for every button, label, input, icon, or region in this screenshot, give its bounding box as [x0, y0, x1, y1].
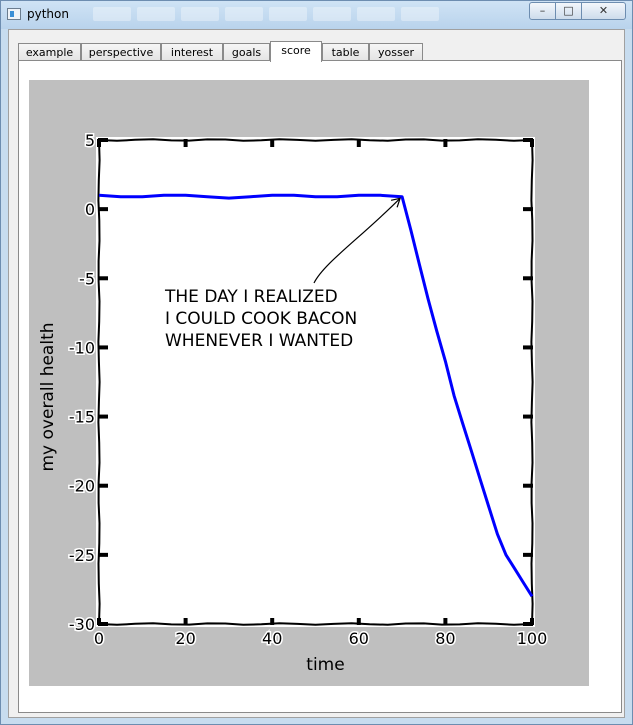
annotation-text-line: WHENEVER I WANTED [165, 331, 353, 351]
annotation-text-line: THE DAY I REALIZED [164, 287, 338, 307]
tab-score[interactable]: score [270, 41, 322, 62]
y-axis-label: my overall health [38, 322, 58, 471]
series-line-health [98, 193, 534, 598]
tab-perspective[interactable]: perspective [81, 43, 161, 61]
annotation-text-line: I COULD COOK BACON [165, 309, 357, 329]
app-icon [7, 8, 21, 20]
x-axis-label: time [306, 655, 344, 675]
y-tick-label: 0 [85, 200, 95, 219]
x-tick-label: 80 [435, 629, 455, 648]
y-tick-label: -20 [69, 477, 95, 496]
x-tick-label: 60 [349, 629, 369, 648]
tab-interest[interactable]: interest [161, 43, 223, 61]
maximize-button[interactable]: □ [555, 2, 582, 20]
axes-spine-left [97, 139, 101, 625]
y-tick-label: -25 [69, 546, 95, 565]
x-tick-label: 40 [262, 629, 282, 648]
axes-spine-top [98, 138, 533, 142]
tab-table[interactable]: table [322, 43, 369, 61]
tab-yosser[interactable]: yosser [369, 43, 423, 61]
y-tick-label: -30 [69, 615, 95, 634]
minimize-button[interactable]: – [529, 2, 556, 20]
window-title: python [27, 7, 69, 21]
title-bar[interactable]: python – □ ✕ [1, 1, 632, 29]
taskbar-ghost-strip [93, 6, 513, 22]
x-tick-label: 0 [94, 629, 104, 648]
y-tick-label: -15 [69, 408, 95, 427]
tab-goals[interactable]: goals [223, 43, 270, 61]
axes-spine-bottom [98, 622, 533, 626]
close-button[interactable]: ✕ [581, 2, 626, 20]
chart-svg: 0 20 40 60 80 100 5 0 -5 -10 -15 -20 -25 -30 time my ov… [38, 130, 549, 676]
x-tick-label: 20 [175, 629, 195, 648]
y-tick-label: -5 [79, 269, 95, 288]
annotation-arrowhead [390, 197, 402, 208]
y-tick-label: -10 [69, 338, 95, 357]
tab-example[interactable]: example [18, 43, 81, 61]
axes-background [96, 137, 535, 627]
figure-canvas: 0 20 40 60 80 100 5 0 -5 -10 -15 -20 -25 -30 time my ov… [29, 80, 589, 686]
axes-spine-right [530, 139, 534, 625]
y-tick-label: 5 [85, 131, 95, 150]
x-tick-label: 100 [517, 629, 548, 648]
annotation-arrow [313, 197, 401, 284]
